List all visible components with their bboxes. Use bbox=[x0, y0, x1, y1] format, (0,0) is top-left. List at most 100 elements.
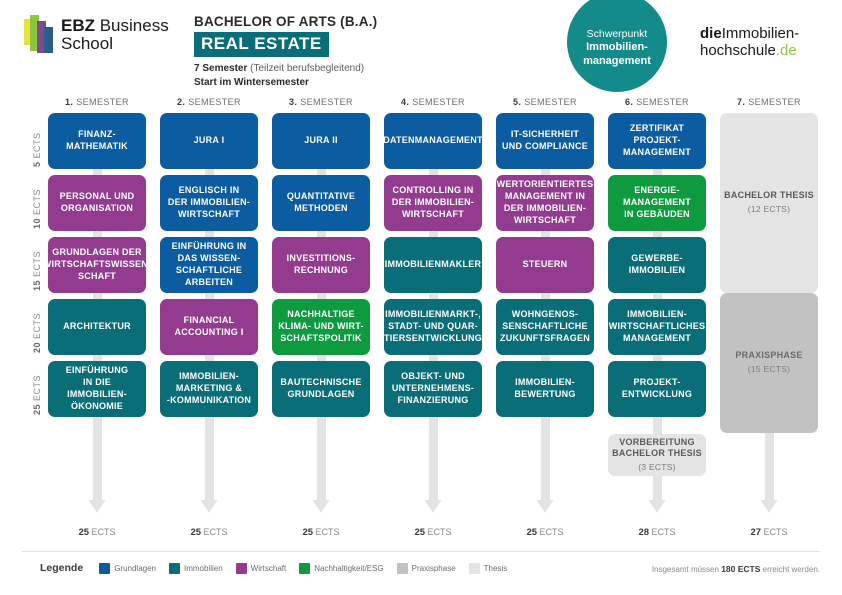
legend-label: Thesis bbox=[483, 563, 508, 573]
ih-logo-hochschule: hochschule bbox=[700, 41, 776, 59]
legend-note-pre: Insgesamt müssen bbox=[651, 565, 722, 574]
module-label: OBJEKT- UND UNTERNEHMENS- FINANZIERUNG bbox=[391, 371, 475, 405]
legend-swatch bbox=[468, 562, 480, 574]
module-box[interactable]: FINANCIAL ACCOUNTING I bbox=[160, 299, 258, 355]
module-label: IMMOBILIEN- BEWERTUNG bbox=[514, 377, 576, 399]
module-box[interactable]: PROJEKT- ENTWICKLUNG bbox=[608, 361, 706, 417]
module-box[interactable]: ENERGIE- MANAGEMENT IN GEBÄUDEN bbox=[608, 175, 706, 231]
module-label: PRAXISPHASE (15 ECTS) bbox=[735, 350, 803, 375]
program-name-badge: REAL ESTATE bbox=[194, 32, 329, 57]
legend: Legende Grundlagen Immobilien Wirtschaft Na… bbox=[40, 562, 520, 574]
ects-axis-tick: 20 ECTS bbox=[32, 312, 42, 353]
module-label: STEUERN bbox=[522, 259, 568, 270]
program-title-block: BACHELOR OF ARTS (B.A.) REAL ESTATE 7 Se… bbox=[194, 14, 377, 89]
module-box[interactable]: QUANTITATIVE METHODEN bbox=[272, 175, 370, 231]
module-label: IT-SICHERHEIT UND COMPLIANCE bbox=[502, 129, 588, 151]
module-box[interactable]: BAUTECHNISCHE GRUNDLAGEN bbox=[272, 361, 370, 417]
module-box[interactable]: IT-SICHERHEIT UND COMPLIANCE bbox=[496, 113, 594, 169]
module-box[interactable]: EINFÜHRUNG IN DIE IMMOBILIEN- ÖKONOMIE bbox=[48, 361, 146, 417]
module-label: PERSONAL UND ORGANISATION bbox=[59, 191, 135, 213]
module-label: PROJEKT- ENTWICKLUNG bbox=[621, 377, 693, 399]
column-connector bbox=[428, 169, 438, 417]
module-box[interactable]: PRAXISPHASE (15 ECTS) bbox=[720, 293, 818, 433]
legend-label: Wirtschaft bbox=[250, 563, 287, 573]
module-box[interactable]: IMMOBILIEN- WIRTSCHAFTLICHES MANAGEMENT bbox=[608, 299, 706, 355]
module-label: WOHNGENOS- SENSCHAFTLICHE ZUKUNFTSFRAGEN bbox=[500, 309, 590, 343]
semester-header: 5. SEMESTER bbox=[513, 97, 577, 107]
degree-label: BACHELOR OF ARTS (B.A.) bbox=[194, 14, 378, 29]
module-label: IMMOBILIEN- WIRTSCHAFTLICHES MANAGEMENT bbox=[608, 309, 706, 343]
duration-rest: (Teilzeit berufsbegleitend) bbox=[247, 63, 365, 74]
legend-item: Praxisphase bbox=[396, 562, 456, 574]
module-box[interactable]: BACHELOR THESIS (12 ECTS) bbox=[720, 113, 818, 293]
module-box[interactable]: IMMOBILIEN- BEWERTUNG bbox=[496, 361, 594, 417]
module-box[interactable]: WOHNGENOS- SENSCHAFTLICHE ZUKUNFTSFRAGEN bbox=[496, 299, 594, 355]
semester-header: 6. SEMESTER bbox=[625, 97, 689, 107]
module-box[interactable]: ARCHITEKTUR bbox=[48, 299, 146, 355]
module-label: IMMOBILIENMARKT-, STADT- UND QUAR- TIERSEN… bbox=[384, 309, 482, 343]
module-box[interactable]: IMMOBILIEN- MARKETING & -KOMMUNIKATION bbox=[160, 361, 258, 417]
column-connector bbox=[204, 169, 214, 417]
module-box[interactable]: JURA II bbox=[272, 113, 370, 169]
semester-header: 7. SEMESTER bbox=[737, 97, 801, 107]
module-box[interactable]: ZERTIFIKAT PROJEKT- MANAGEMENT bbox=[608, 113, 706, 169]
legend-note: Insgesamt müssen 180 ECTS erreicht werde… bbox=[652, 564, 820, 574]
module-label: EINFÜHRUNG IN DAS WISSEN- SCHAFTLICHE ARBEI… bbox=[171, 241, 247, 287]
module-box[interactable]: FINANZ- MATHEMATIK bbox=[48, 113, 146, 169]
module-box[interactable]: OBJEKT- UND UNTERNEHMENS- FINANZIERUNG bbox=[384, 361, 482, 417]
module-label: ENGLISCH IN DER IMMOBILIEN- WIRTSCHAFT bbox=[167, 185, 251, 219]
module-box[interactable]: INVESTITIONS- RECHNUNG bbox=[272, 237, 370, 293]
module-label: NACHHALTIGE KLIMA- UND WIRT- SCHAFTSPOLITI… bbox=[278, 309, 364, 343]
module-box[interactable]: JURA I bbox=[160, 113, 258, 169]
ects-axis-tick: 10 ECTS bbox=[32, 188, 42, 229]
legend-swatch bbox=[299, 562, 311, 574]
module-box[interactable]: EINFÜHRUNG IN DAS WISSEN- SCHAFTLICHE ARBEI… bbox=[160, 237, 258, 293]
legend-label: Nachhaltigkeit/ESG bbox=[314, 563, 384, 573]
module-box[interactable]: STEUERN bbox=[496, 237, 594, 293]
module-box[interactable]: DATENMANAGEMENT bbox=[383, 113, 483, 169]
module-box[interactable]: VORBEREITUNG BACHELOR THESIS (3 ECTS) bbox=[608, 434, 706, 476]
duration-bold: 7 Semester bbox=[194, 63, 248, 74]
module-box[interactable]: PERSONAL UND ORGANISATION bbox=[48, 175, 146, 231]
legend-item: Nachhaltigkeit/ESG bbox=[299, 562, 384, 574]
module-box[interactable]: WERTORIENTIERTES MANAGEMENT IN DER IMMOBIL… bbox=[496, 175, 594, 231]
semester-header: 2. SEMESTER bbox=[177, 97, 241, 107]
column-connector bbox=[92, 169, 102, 417]
ih-logo-immobilien: Immobilien- bbox=[721, 25, 800, 42]
header: EBZ Business School BACHELOR OF ARTS (B.… bbox=[0, 0, 842, 92]
module-box[interactable]: IMMOBILIENMAKLER bbox=[384, 237, 482, 293]
semester-total-ects: 25 ECTS bbox=[302, 527, 340, 538]
focus-badge-line2: Immobilien- bbox=[586, 40, 648, 53]
module-box[interactable]: GEWERBE- IMMOBILIEN bbox=[608, 237, 706, 293]
module-label: GRUNDLAGEN DER WIRTSCHAFTSWISSEN- SCHAFT bbox=[42, 247, 152, 281]
module-label: DATENMANAGEMENT bbox=[383, 135, 483, 146]
focus-badge-line1: Schwerpunkt bbox=[586, 27, 648, 40]
semester-total-ects: 25 ECTS bbox=[414, 527, 452, 538]
ects-axis-tick: 5 ECTS bbox=[32, 132, 42, 167]
module-box[interactable]: NACHHALTIGE KLIMA- UND WIRT- SCHAFTSPOLITI… bbox=[272, 299, 370, 355]
module-ects: (3 ECTS) bbox=[638, 462, 676, 473]
module-box[interactable]: IMMOBILIENMARKT-, STADT- UND QUAR- TIERSEN… bbox=[384, 299, 482, 355]
column-connector bbox=[316, 169, 326, 417]
module-box[interactable]: GRUNDLAGEN DER WIRTSCHAFTSWISSEN- SCHAFT bbox=[43, 237, 151, 293]
module-label: JURA I bbox=[193, 135, 225, 146]
module-label: ARCHITEKTUR bbox=[63, 321, 131, 332]
legend-label: Praxisphase bbox=[411, 563, 456, 573]
legend-swatch bbox=[99, 562, 111, 574]
module-label: GEWERBE- IMMOBILIEN bbox=[628, 253, 686, 275]
module-label: ENERGIE- MANAGEMENT IN GEBÄUDEN bbox=[623, 185, 691, 219]
semester-total-ects: 25 ECTS bbox=[526, 527, 564, 538]
module-label: EINFÜHRUNG IN DIE IMMOBILIEN- ÖKONOMIE bbox=[65, 365, 129, 411]
ebz-business-school-logo: EBZ Business School bbox=[24, 15, 169, 55]
module-box[interactable]: ENGLISCH IN DER IMMOBILIEN- WIRTSCHAFT bbox=[160, 175, 258, 231]
legend-item: Wirtschaft bbox=[235, 562, 287, 574]
module-box[interactable]: CONTROLLING IN DER IMMOBILIEN- WIRTSCHAFT bbox=[384, 175, 482, 231]
module-label: FINANCIAL ACCOUNTING I bbox=[174, 315, 244, 337]
legend-swatch bbox=[235, 562, 247, 574]
immobilienhochschule-logo: dieImmobilien- hochschule.de bbox=[700, 25, 800, 59]
semester-total-ects: 28 ECTS bbox=[638, 527, 676, 538]
legend-swatch bbox=[396, 562, 408, 574]
ects-axis-tick: 25 ECTS bbox=[32, 374, 42, 415]
module-ects: (15 ECTS) bbox=[747, 364, 791, 375]
semester-total-ects: 25 ECTS bbox=[78, 527, 116, 538]
